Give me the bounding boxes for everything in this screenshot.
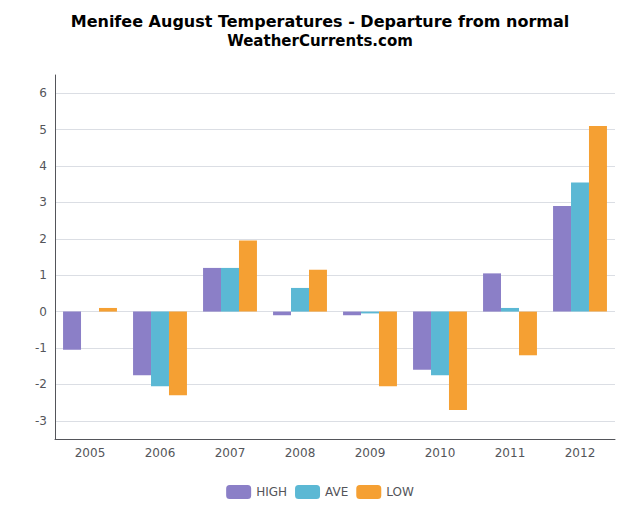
svg-text:2009: 2009	[355, 446, 386, 460]
svg-text:2006: 2006	[145, 446, 176, 460]
svg-text:2012: 2012	[565, 446, 596, 460]
svg-text:-3: -3	[35, 414, 47, 428]
svg-text:2007: 2007	[215, 446, 246, 460]
svg-text:LOW: LOW	[386, 485, 414, 499]
svg-text:2005: 2005	[75, 446, 106, 460]
svg-text:WeatherCurrents.com: WeatherCurrents.com	[227, 32, 413, 50]
svg-text:5: 5	[39, 123, 47, 137]
svg-text:3: 3	[39, 195, 47, 209]
svg-text:1: 1	[39, 268, 47, 282]
svg-text:AVE: AVE	[325, 485, 348, 499]
svg-text:2: 2	[39, 232, 47, 246]
svg-text:-1: -1	[35, 341, 47, 355]
svg-text:2010: 2010	[425, 446, 456, 460]
svg-text:4: 4	[39, 159, 47, 173]
svg-text:0: 0	[39, 305, 47, 319]
svg-text:-2: -2	[35, 377, 47, 391]
svg-text:6: 6	[39, 86, 47, 100]
svg-text:2011: 2011	[495, 446, 526, 460]
svg-text:Menifee August Temperatures -: Menifee August Temperatures - Departure …	[71, 12, 570, 31]
svg-text:HIGH: HIGH	[256, 485, 287, 499]
svg-text:2008: 2008	[285, 446, 316, 460]
